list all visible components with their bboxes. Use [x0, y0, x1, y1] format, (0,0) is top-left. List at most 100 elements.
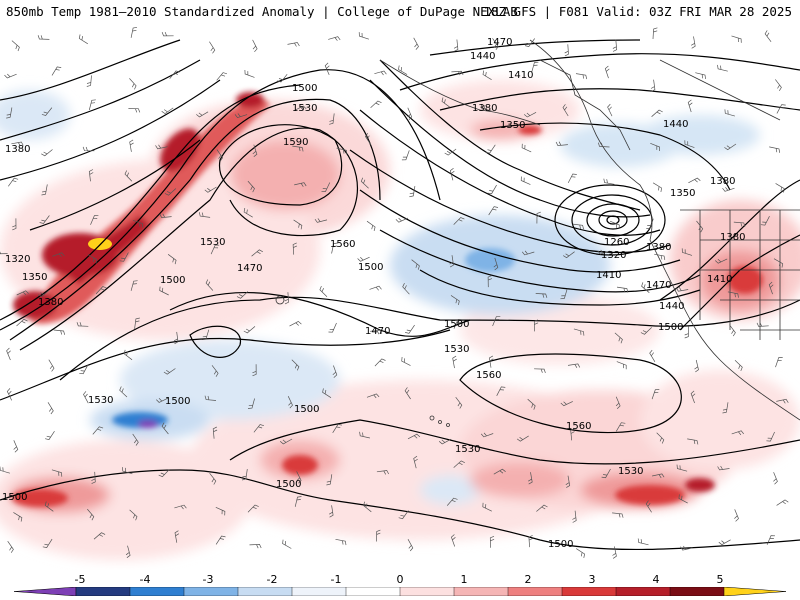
- wind-barb: [607, 103, 613, 117]
- wind-barb: [216, 72, 228, 81]
- wind-barb: [398, 65, 408, 75]
- contour-label: 1500: [294, 404, 319, 415]
- wind-barb: [88, 169, 94, 182]
- wind-barb: [676, 464, 688, 472]
- contour-label: 1410: [707, 274, 732, 285]
- wind-barb: [16, 318, 28, 327]
- wind-barb: [536, 211, 541, 224]
- wind-barb: [766, 431, 775, 442]
- wind-barb: [12, 218, 17, 231]
- wind-barb: [560, 401, 573, 407]
- wind-barb: [722, 402, 729, 414]
- wind-barb: [407, 107, 413, 120]
- wind-barb: [768, 281, 774, 295]
- wind-barb: [404, 387, 411, 400]
- wind-barb: [39, 215, 50, 224]
- contour-label: 1500: [548, 539, 573, 550]
- wind-barb: [563, 251, 575, 259]
- wind-barb: [244, 69, 255, 78]
- wind-barb: [694, 359, 699, 373]
- wind-barb: [575, 73, 588, 80]
- wind-barb: [336, 147, 348, 155]
- wind-barb: [733, 221, 746, 227]
- wind-barb: [370, 329, 383, 335]
- wind-barb: [687, 438, 699, 445]
- wind-barb: [449, 168, 455, 181]
- wind-barb: [130, 280, 138, 291]
- contour-label: 1530: [200, 237, 225, 248]
- wind-barb: [252, 364, 257, 377]
- wind-barb: [521, 250, 535, 256]
- wind-barb: [324, 62, 330, 76]
- wind-barb: [243, 207, 253, 218]
- wind-barb: [376, 529, 381, 542]
- wind-barb: [756, 322, 769, 327]
- wind-barb: [413, 37, 419, 50]
- wind-barb: [612, 546, 617, 559]
- wind-barb: [209, 41, 216, 54]
- wind-barb: [252, 39, 258, 53]
- wind-barb: [11, 141, 24, 147]
- wind-barb: [41, 149, 53, 157]
- wind-barb: [446, 497, 458, 506]
- wind-barb: [675, 287, 689, 292]
- wind-barb: [209, 472, 217, 485]
- wind-barb: [651, 109, 663, 117]
- wind-barb: [615, 396, 621, 409]
- contour-label: 1500: [276, 479, 301, 490]
- wind-barb: [16, 290, 29, 296]
- colorbar-tick-label: -4: [139, 573, 151, 586]
- wind-barb: [681, 248, 693, 256]
- wind-barb: [401, 356, 411, 366]
- coastline-layer: [275, 39, 800, 427]
- wind-barb: [572, 223, 584, 230]
- colorbar-tick-label: -3: [202, 573, 214, 586]
- wind-barb: [731, 430, 744, 436]
- model-run-info: 18Z GFS | F081 Valid: 03Z FRI MAR 28 202…: [483, 4, 792, 19]
- wind-barb: [449, 255, 454, 268]
- wind-barb: [766, 535, 776, 545]
- wind-barb: [95, 286, 107, 295]
- wind-barb: [570, 428, 575, 441]
- wind-barb: [294, 182, 307, 187]
- wind-barb: [714, 258, 728, 264]
- wind-barb: [493, 468, 506, 475]
- wind-barb: [734, 509, 739, 522]
- wind-barb: [13, 440, 19, 453]
- wind-barb: [560, 288, 568, 300]
- wind-barb: [6, 107, 13, 119]
- wind-barb: [6, 388, 13, 401]
- contour-label: 1500: [165, 396, 190, 407]
- wind-barb: [13, 512, 23, 522]
- wind-barb: [293, 219, 303, 230]
- wind-barb: [523, 111, 537, 118]
- wind-barb: [38, 289, 50, 298]
- wind-barb: [93, 532, 106, 540]
- wind-barb: [717, 64, 728, 72]
- wind-barb: [0, 466, 10, 474]
- wind-barb: [53, 329, 66, 335]
- wind-barb: [132, 433, 139, 446]
- wind-barb: [366, 393, 380, 399]
- contour-label: 1380: [5, 144, 30, 155]
- wind-barb: [489, 535, 495, 548]
- wind-barb: [211, 365, 219, 377]
- wind-barb: [776, 499, 789, 506]
- wind-barb: [0, 251, 8, 255]
- wind-barb: [243, 326, 256, 334]
- wind-barb: [322, 388, 332, 398]
- contour-label: 1440: [663, 119, 688, 130]
- wind-barb: [450, 295, 460, 305]
- wind-barb: [646, 218, 654, 229]
- wind-barb: [691, 36, 696, 49]
- wind-barb: [167, 254, 177, 265]
- wind-barb: [562, 104, 569, 117]
- wind-barb: [413, 455, 418, 469]
- wind-barb: [87, 254, 97, 264]
- colorbar-tick-label: 4: [652, 573, 660, 586]
- wind-barb: [401, 150, 410, 161]
- wind-barb: [328, 322, 337, 333]
- wind-barb: [247, 180, 255, 193]
- wind-barb: [444, 148, 457, 156]
- wind-barb: [294, 105, 307, 111]
